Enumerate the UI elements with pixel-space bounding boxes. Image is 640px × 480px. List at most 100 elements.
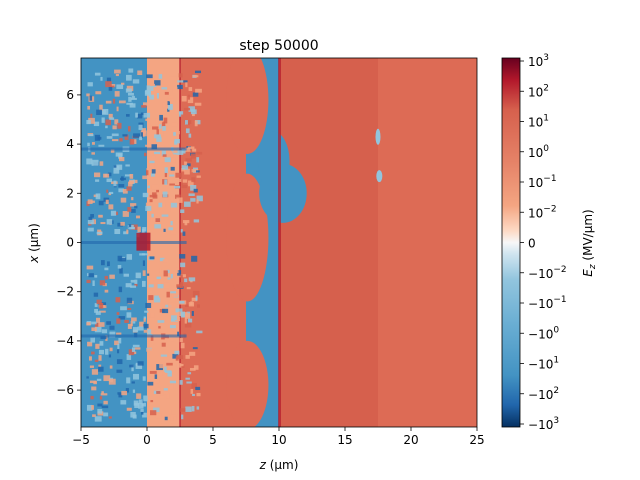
- speckle: [165, 370, 172, 374]
- speckle: [109, 347, 113, 352]
- speckle: [193, 188, 198, 193]
- speckle: [118, 157, 125, 162]
- speckle: [181, 95, 187, 102]
- speckle: [167, 277, 171, 280]
- speckle: [145, 144, 152, 147]
- speckle: [180, 363, 184, 367]
- speckle: [161, 121, 166, 127]
- speckle: [169, 76, 177, 80]
- speckle: [117, 122, 122, 129]
- speckle: [131, 365, 134, 372]
- speckle: [117, 344, 120, 349]
- speckle: [106, 178, 113, 183]
- speckle: [117, 255, 123, 262]
- speckle: [127, 92, 134, 96]
- speckle: [99, 280, 106, 286]
- speckle: [130, 279, 135, 283]
- speckle: [133, 133, 140, 138]
- speckle: [160, 201, 166, 207]
- speckle: [109, 191, 114, 195]
- speckle: [154, 134, 162, 139]
- speckle: [140, 132, 143, 138]
- speckle: [166, 362, 173, 366]
- speckle: [87, 341, 93, 347]
- speckle: [86, 273, 90, 277]
- speckle: [134, 205, 138, 209]
- speckle: [150, 83, 156, 87]
- speckle: [125, 388, 129, 393]
- speckle: [96, 231, 103, 235]
- speckle: [89, 380, 97, 384]
- speckle: [91, 351, 95, 355]
- boundary-line: [278, 58, 281, 427]
- speckle: [98, 366, 104, 372]
- speckle: [191, 310, 194, 316]
- speckle: [156, 276, 161, 280]
- speckle: [156, 391, 161, 394]
- speckle: [150, 328, 154, 334]
- speckle: [91, 369, 99, 375]
- speckle: [188, 133, 192, 138]
- speckle: [143, 316, 147, 320]
- speckle: [184, 201, 191, 207]
- speckle: [167, 371, 172, 377]
- speckle: [129, 174, 134, 179]
- speckle: [91, 386, 97, 391]
- speckle: [156, 387, 161, 392]
- speckle: [148, 122, 151, 129]
- speckle: [190, 153, 196, 159]
- speckle: [87, 105, 91, 110]
- speckle: [92, 414, 96, 417]
- speckle: [176, 284, 182, 288]
- speckle: [104, 267, 109, 271]
- speckle: [185, 163, 191, 167]
- speckle: [109, 331, 116, 335]
- speckle: [142, 192, 149, 198]
- speckle: [119, 138, 123, 142]
- speckle: [95, 179, 100, 182]
- y-tick-label: 4: [66, 137, 74, 151]
- speckle: [134, 283, 138, 287]
- filament-line: [81, 334, 187, 338]
- speckle: [196, 175, 201, 178]
- speckle: [181, 414, 184, 420]
- speckle: [126, 186, 132, 191]
- speckle: [97, 408, 103, 414]
- speckle: [88, 356, 92, 361]
- speckle: [185, 158, 192, 162]
- speckle: [173, 132, 176, 136]
- speckle: [94, 416, 102, 422]
- speckle: [110, 85, 115, 88]
- speckle: [158, 326, 161, 329]
- speckle: [169, 380, 177, 384]
- speckle: [142, 270, 146, 276]
- colorbar-tick-label: −100: [528, 325, 559, 341]
- speckle: [98, 214, 103, 218]
- speckle: [151, 184, 158, 190]
- x-tick-label: 0: [143, 433, 151, 447]
- speckle: [135, 272, 141, 279]
- speckle: [109, 365, 113, 369]
- speckle: [156, 92, 160, 99]
- speckle: [157, 284, 164, 289]
- speckle: [154, 297, 161, 303]
- speckle: [186, 381, 192, 384]
- speckle: [95, 311, 101, 315]
- speckle: [187, 318, 193, 323]
- speckle: [172, 87, 178, 93]
- speckle: [142, 102, 149, 106]
- speckle: [168, 409, 172, 414]
- speckle: [190, 185, 197, 191]
- speckle: [170, 338, 174, 342]
- speckle: [191, 405, 195, 412]
- speckle: [95, 91, 102, 95]
- speckle: [109, 84, 116, 87]
- speckle: [163, 282, 170, 289]
- speckle: [116, 84, 124, 89]
- speckle: [196, 195, 203, 202]
- speckle: [103, 412, 109, 417]
- speckle: [150, 400, 154, 403]
- speckle: [129, 103, 136, 108]
- speckle: [192, 347, 198, 350]
- speckle: [87, 199, 93, 204]
